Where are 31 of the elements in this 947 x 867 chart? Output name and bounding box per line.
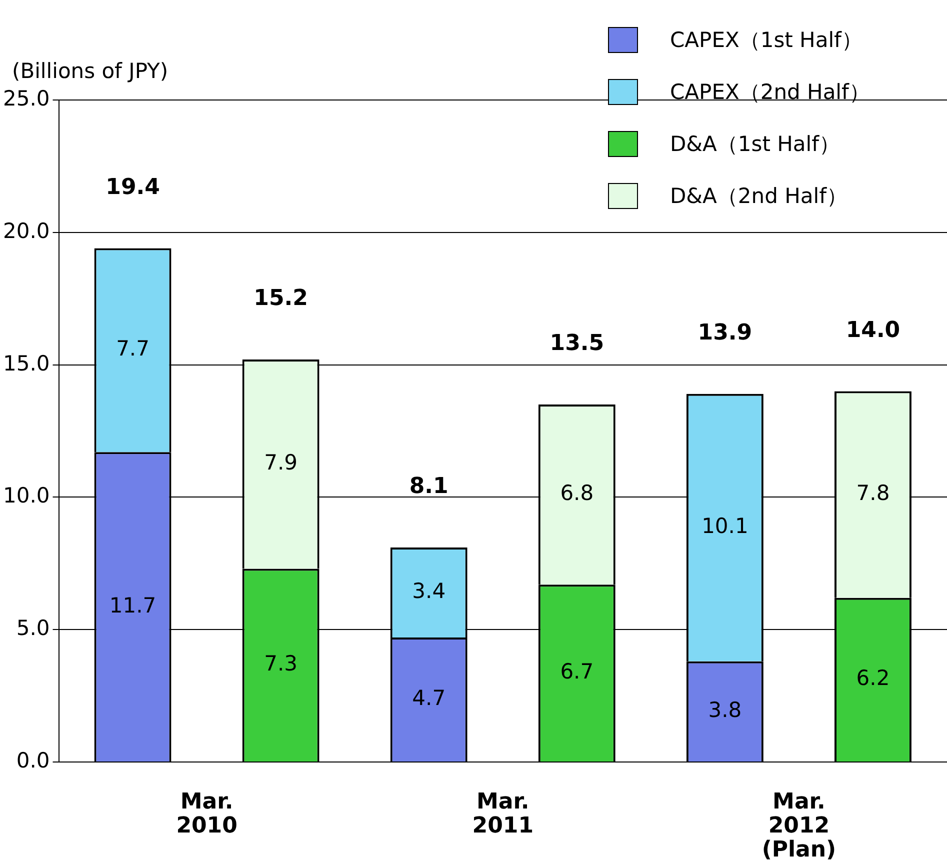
x-tick-label: Mar. 2012 (Plan) [762, 790, 836, 863]
legend-label: CAPEX（1st Half） [670, 27, 862, 54]
total-label: 13.5 [550, 331, 604, 356]
y-tick-label: 5.0 [16, 616, 50, 640]
data-label: 7.8 [856, 481, 890, 506]
x-tick-label: Mar. 2011 [472, 790, 534, 839]
data-label: 4.7 [412, 686, 446, 710]
data-label: 3.8 [708, 698, 742, 722]
total-label: 15.2 [254, 286, 308, 312]
y-tick-label: 20.0 [2, 218, 50, 243]
total-label: 19.4 [106, 175, 160, 200]
y-tick-label: 25.0 [2, 86, 50, 110]
y-axis-title: (Billions of JPY) [12, 58, 168, 83]
y-tick-label: 10.0 [2, 484, 50, 508]
legend-label: D&A（2nd Half） [670, 183, 848, 210]
x-tick-label: Mar. 2010 [176, 790, 238, 839]
y-tick-label: 15.0 [2, 351, 50, 376]
total-label: 13.9 [698, 320, 752, 346]
data-label: 6.8 [560, 481, 594, 506]
data-label: 7.3 [264, 652, 298, 676]
legend-label: D&A（1st Half） [670, 131, 840, 158]
data-label: 7.7 [116, 336, 150, 361]
data-label: 6.2 [856, 666, 890, 690]
data-label: 7.9 [264, 450, 298, 475]
data-label: 6.7 [560, 659, 594, 684]
total-label: 14.0 [846, 318, 900, 343]
data-label: 11.7 [109, 593, 156, 618]
y-tick-label: 0.0 [16, 748, 50, 772]
total-label: 8.1 [409, 474, 448, 500]
data-label: 3.4 [412, 578, 446, 603]
data-label: 10.1 [702, 514, 748, 538]
